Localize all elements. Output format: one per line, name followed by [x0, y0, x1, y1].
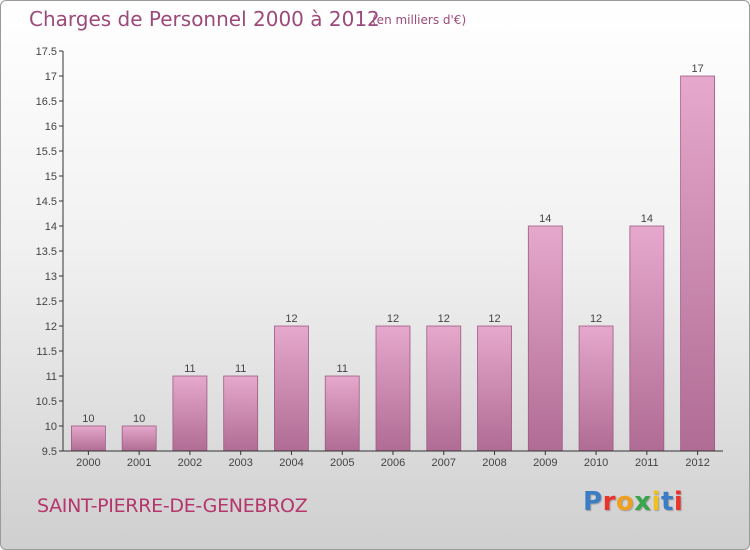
bar-2010 [578, 325, 614, 452]
x-tick-label: 2000 [76, 457, 100, 469]
y-tick-label: 15.5 [36, 146, 57, 158]
y-tick-label: 13 [45, 271, 57, 283]
logo-letter: t [660, 487, 674, 517]
proxiti-logo[interactable]: Proxiti [583, 487, 683, 517]
x-tick-label: 2007 [432, 457, 456, 469]
bar-2009 [527, 225, 563, 452]
y-tick-label: 17 [45, 71, 57, 83]
chart-title: Charges de Personnel 2000 à 2012 [29, 7, 380, 31]
logo-letter: o [615, 487, 635, 517]
x-tick-label: 2006 [381, 457, 405, 469]
value-label: 14 [539, 213, 551, 225]
logo-letter: P [583, 487, 603, 517]
value-label: 17 [691, 63, 703, 75]
y-tick-label: 17.5 [36, 46, 57, 58]
logo-letter: r [602, 487, 616, 517]
value-label: 10 [82, 413, 94, 425]
bar-2001 [121, 425, 157, 452]
bar-2005 [324, 375, 360, 452]
x-tick-label: 2012 [685, 457, 709, 469]
value-label: 12 [590, 313, 602, 325]
x-tick-label: 2010 [584, 457, 608, 469]
y-tick-label: 11.5 [36, 346, 57, 358]
bar-2007 [426, 325, 462, 452]
logo-letter: x [634, 487, 652, 517]
y-tick-label: 16 [45, 121, 57, 133]
value-label: 11 [337, 363, 348, 375]
y-tick-label: 16.5 [36, 96, 57, 108]
value-label: 12 [285, 313, 297, 325]
value-label: 12 [438, 313, 450, 325]
x-tick-label: 2005 [330, 457, 354, 469]
logo-letter: i [673, 487, 684, 517]
value-label: 11 [184, 363, 195, 375]
commune-name: SAINT-PIERRE-DE-GENEBROZ [37, 495, 308, 517]
y-tick-label: 14 [45, 221, 57, 233]
x-tick-label: 2009 [533, 457, 557, 469]
bar-2011 [629, 225, 665, 452]
x-tick-label: 2003 [228, 457, 252, 469]
y-tick-label: 10 [45, 421, 57, 433]
y-tick-label: 10.5 [36, 396, 57, 408]
value-label: 14 [641, 213, 653, 225]
bar-2002 [172, 375, 208, 452]
y-tick-label: 11 [46, 371, 57, 383]
bar-2000 [70, 425, 106, 452]
value-label: 11 [235, 363, 246, 375]
y-tick-label: 12 [45, 321, 57, 333]
y-tick-label: 14.5 [36, 196, 57, 208]
x-tick-label: 2002 [178, 457, 202, 469]
bar-2008 [477, 325, 512, 452]
value-label: 12 [387, 313, 399, 325]
value-label: 12 [488, 313, 500, 325]
y-tick-label: 9.5 [42, 446, 57, 458]
chart-subtitle: (en milliers d'€) [372, 13, 467, 27]
value-label: 10 [133, 413, 145, 425]
bar-2004 [274, 325, 309, 452]
y-tick-label: 13.5 [36, 246, 57, 258]
x-tick-label: 2004 [279, 457, 303, 469]
x-tick-label: 2011 [635, 457, 659, 469]
bar-2003 [223, 375, 259, 452]
x-tick-label: 2001 [127, 457, 151, 469]
y-tick-label: 15 [45, 171, 57, 183]
x-tick-label: 2008 [482, 457, 506, 469]
bar-2012 [680, 75, 716, 452]
y-tick-label: 12.5 [36, 296, 57, 308]
logo-letter: i [651, 487, 661, 517]
bar-2006 [375, 325, 411, 452]
